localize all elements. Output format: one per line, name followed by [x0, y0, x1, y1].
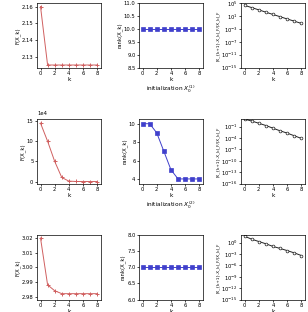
Y-axis label: rank(X_k): rank(X_k) [120, 255, 126, 280]
Y-axis label: rank(X_k): rank(X_k) [117, 22, 122, 48]
X-axis label: k: k [67, 193, 71, 198]
X-axis label: k
initialization $X_0^{(3)}$: k initialization $X_0^{(3)}$ [146, 310, 196, 312]
X-axis label: k: k [271, 193, 275, 198]
Y-axis label: rank(X_k): rank(X_k) [122, 139, 128, 164]
Y-axis label: F(X_k): F(X_k) [20, 143, 25, 160]
X-axis label: k
initialization $X_0^{(2)}$: k initialization $X_0^{(2)}$ [146, 193, 196, 211]
Y-axis label: |X_{k+1}-X_k|_F/|X_k|_F: |X_{k+1}-X_k|_F/|X_k|_F [216, 242, 220, 293]
X-axis label: k: k [271, 310, 275, 312]
Y-axis label: F(X_k): F(X_k) [15, 259, 20, 275]
Y-axis label: |X_{k+1}-X_k|_F/|X_k|_F: |X_{k+1}-X_k|_F/|X_k|_F [216, 126, 220, 177]
X-axis label: k: k [67, 77, 71, 82]
Y-axis label: F(X_k): F(X_k) [15, 27, 20, 44]
X-axis label: k: k [271, 77, 275, 82]
X-axis label: k
initialization $X_0^{(1)}$: k initialization $X_0^{(1)}$ [146, 77, 196, 95]
X-axis label: k: k [67, 310, 71, 312]
Y-axis label: |X_{k+1}-X_k|_F/|X_k|_F: |X_{k+1}-X_k|_F/|X_k|_F [216, 10, 220, 61]
